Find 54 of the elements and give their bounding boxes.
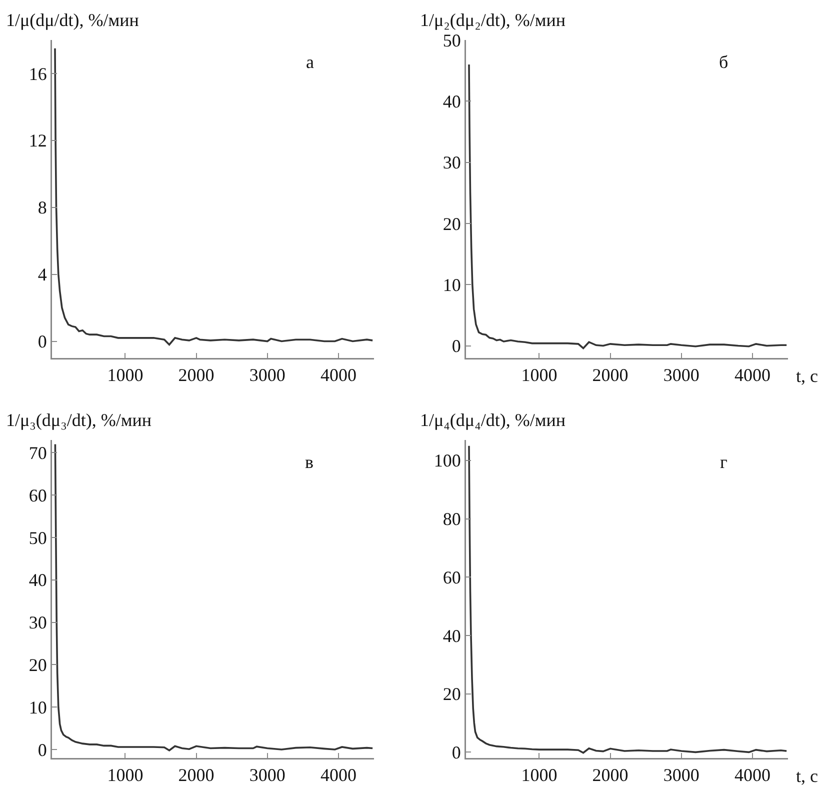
x-tick-label: 4000 [734,365,770,386]
y-axis-title: 1/μ₃(dμ₃/dt), %/мин [6,410,152,430]
y-tick-label: 70 [28,443,47,464]
y-tick-label: 40 [442,91,461,112]
y-tick-label: 0 [38,740,47,760]
y-tick-label: 0 [452,742,461,762]
y-tick-label: 0 [38,332,47,352]
x-tick-label: 3000 [249,365,286,386]
y-tick-label: 20 [442,684,461,704]
y-axis-title: 1/μ(dμ/dt), %/мин [6,10,140,30]
y-tick-label: 50 [442,30,461,50]
y-tick-label: 10 [442,274,461,295]
x-tick-label: 4000 [320,765,356,786]
y-tick-label: 80 [442,509,461,530]
y-tick-label: 30 [28,612,47,633]
y-tick-label: 60 [28,485,47,506]
y-tick-label: 12 [28,130,47,151]
annotation: а [306,52,314,72]
line-series [468,444,788,754]
y-tick-label: 40 [442,626,461,646]
y-tick-label: 4 [38,264,47,285]
x-tick-label: 3000 [663,365,700,386]
x-tick-label: 2000 [592,365,628,386]
y-axis-title: 1/μ₄(dμ₄/dt), %/мин [420,410,566,430]
line-series [54,47,374,346]
x-tick-label: 4000 [734,765,770,786]
x-tick-label: 1000 [521,365,558,386]
y-tick-label: 20 [28,655,47,676]
annotation: б [719,52,728,72]
x-tick-label: 2000 [178,765,214,786]
x-tick-label: 4000 [320,365,356,386]
x-tick-label: 2000 [592,765,628,786]
x-tick-label: 1000 [107,765,144,786]
x-tick-label: 3000 [249,765,286,786]
x-tick-label: 2000 [178,365,214,386]
x-tick-label: 1000 [107,365,144,386]
x-axis-title: t, с [796,366,818,386]
y-tick-label: 100 [434,450,461,471]
y-tick-label: 16 [28,64,47,84]
y-tick-label: 20 [442,214,461,234]
x-tick-label: 1000 [521,765,558,786]
y-tick-label: 8 [38,198,47,218]
y-tick-label: 0 [452,336,461,356]
y-axis-title: 1/μ₂(dμ₂/dt), %/мин [420,10,566,30]
annotation: в [305,452,314,472]
y-tick-label: 40 [28,570,47,590]
x-tick-label: 3000 [663,765,700,786]
y-tick-label: 50 [28,528,47,548]
y-tick-label: 60 [442,567,461,588]
line-series [54,443,374,752]
x-axis-title: t, с [796,766,818,786]
annotation: г [720,452,728,472]
y-tick-label: 10 [28,697,47,718]
y-tick-label: 30 [442,152,461,173]
